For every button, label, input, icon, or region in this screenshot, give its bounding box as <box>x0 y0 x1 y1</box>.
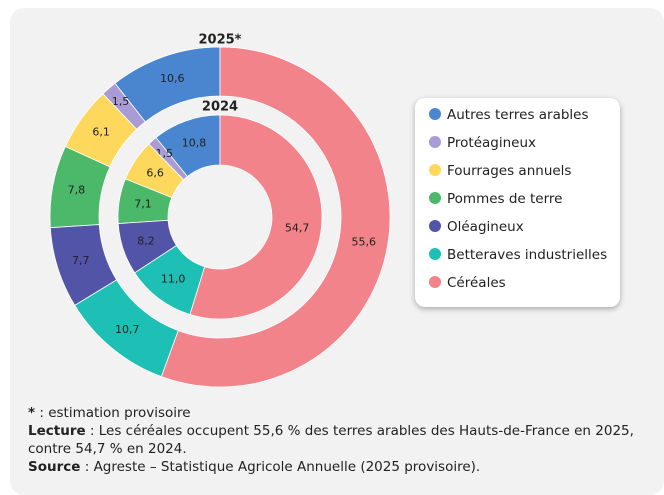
data-label: 10,7 <box>115 323 140 336</box>
legend-swatch <box>429 192 441 204</box>
data-label: 6,1 <box>92 125 110 138</box>
legend-item: Betteraves industrielles <box>429 247 607 263</box>
legend-label: Céréales <box>447 275 506 291</box>
data-label: 1,5 <box>112 95 130 108</box>
note-key: Lecture <box>28 423 86 439</box>
data-label: 7,8 <box>68 184 86 197</box>
note-text: : estimation provisoire <box>35 405 191 421</box>
ring-title: 2024 <box>202 100 238 115</box>
data-label: 54,7 <box>285 222 310 235</box>
legend-label: Protéagineux <box>447 135 537 151</box>
data-label: 7,7 <box>72 254 90 267</box>
legend: Autres terres arables Protéagineux Fourrag… <box>415 98 620 307</box>
segment <box>160 46 391 388</box>
data-label: 11,0 <box>161 272 186 285</box>
note-text: : Agreste – Statistique Agricole Annuell… <box>80 459 481 475</box>
legend-swatch <box>429 164 441 176</box>
ring-title: 2025* <box>199 33 242 48</box>
note: Lecture : Les céréales occupent 55,6 % d… <box>28 422 648 458</box>
legend-label: Oléagineux <box>447 219 524 235</box>
note-key: Source <box>28 459 81 475</box>
segment <box>189 114 323 320</box>
data-label: 10,6 <box>160 72 185 85</box>
legend-label: Autres terres arables <box>447 107 589 123</box>
note: * : estimation provisoire <box>28 404 648 422</box>
note-text: : Les céréales occupent 55,6 % des terre… <box>28 423 634 457</box>
legend-label: Fourrages annuels <box>447 163 572 179</box>
legend-item: Oléagineux <box>429 219 524 235</box>
note-key: * <box>28 405 36 421</box>
legend-swatch <box>429 248 441 260</box>
legend-item: Autres terres arables <box>429 107 589 123</box>
legend-swatch <box>429 276 441 288</box>
data-label: 7,1 <box>134 198 152 211</box>
legend-item: Fourrages annuels <box>429 163 571 179</box>
data-label: 55,6 <box>351 236 376 249</box>
legend-label: Pommes de terre <box>447 191 563 207</box>
note: Source : Agreste – Statistique Agricole … <box>28 458 648 476</box>
notes: * : estimation provisoire Lecture : Les c… <box>28 404 648 476</box>
data-label: 8,2 <box>137 235 155 248</box>
legend-item: Pommes de terre <box>429 191 563 207</box>
legend-label: Betteraves industrielles <box>447 247 608 263</box>
legend-swatch <box>429 108 441 120</box>
data-label: 6,6 <box>146 167 164 180</box>
legend-item: Protéagineux <box>429 135 536 151</box>
legend-swatch <box>429 220 441 232</box>
legend-item: Céréales <box>429 275 506 291</box>
legend-swatch <box>429 136 441 148</box>
data-label: 10,8 <box>182 136 207 149</box>
